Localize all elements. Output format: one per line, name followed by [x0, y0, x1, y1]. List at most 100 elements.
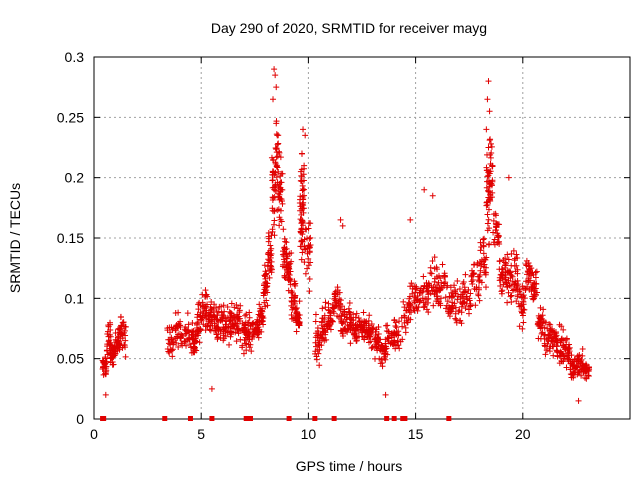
data-point	[537, 304, 544, 311]
data-point	[462, 305, 469, 312]
data-point	[512, 268, 519, 275]
data-point	[338, 303, 345, 310]
zero-data-marker	[101, 416, 107, 421]
zero-baseline-markers	[100, 416, 452, 421]
data-point	[118, 322, 125, 329]
data-point	[256, 301, 263, 308]
data-point	[361, 334, 368, 341]
data-point	[284, 253, 291, 260]
data-point	[275, 168, 282, 175]
data-point	[441, 270, 448, 277]
data-point	[242, 312, 249, 319]
data-point	[363, 327, 370, 334]
data-point	[267, 247, 274, 254]
data-point	[121, 342, 128, 349]
data-point	[100, 359, 107, 366]
data-point	[306, 235, 313, 242]
data-point	[350, 331, 357, 338]
data-point	[433, 264, 440, 271]
data-point	[117, 314, 124, 321]
data-point	[207, 304, 214, 311]
data-point	[195, 319, 202, 326]
data-point	[483, 199, 490, 206]
data-point	[465, 306, 472, 313]
data-point	[118, 330, 125, 337]
data-point	[261, 262, 268, 269]
data-point	[195, 306, 202, 313]
y-tick-label: 0.1	[65, 290, 85, 306]
data-point	[288, 289, 295, 296]
data-point	[204, 301, 211, 308]
data-point	[487, 192, 494, 199]
data-point	[182, 327, 189, 334]
data-point	[227, 317, 234, 324]
data-point	[413, 304, 420, 311]
data-point	[337, 216, 344, 223]
data-point	[402, 324, 409, 331]
data-point	[428, 270, 435, 277]
data-point	[566, 348, 573, 355]
data-point	[365, 317, 372, 324]
data-point	[456, 317, 463, 324]
data-point	[184, 310, 191, 317]
data-point	[345, 308, 352, 315]
data-point	[431, 275, 438, 282]
data-point	[356, 318, 363, 325]
data-point	[247, 341, 254, 348]
data-point	[538, 330, 545, 337]
data-point	[347, 323, 354, 330]
data-point	[278, 179, 285, 186]
data-point	[202, 287, 209, 294]
data-point	[373, 343, 380, 350]
data-point	[554, 338, 561, 345]
data-point	[583, 361, 590, 368]
chart-title: Day 290 of 2020, SRMTID for receiver may…	[211, 20, 487, 36]
data-point	[535, 312, 542, 319]
data-point	[273, 131, 280, 138]
data-point	[384, 334, 391, 341]
x-tick-label: 0	[90, 426, 98, 442]
data-point	[509, 273, 516, 280]
data-point	[272, 169, 279, 176]
data-point	[325, 300, 332, 307]
data-point	[568, 352, 575, 359]
data-point	[471, 261, 478, 268]
data-point	[421, 283, 428, 290]
data-point	[302, 246, 309, 253]
data-point	[270, 221, 277, 228]
data-point	[242, 340, 249, 347]
data-point	[186, 341, 193, 348]
data-point	[487, 140, 494, 147]
data-point	[377, 336, 384, 343]
data-point	[283, 239, 290, 246]
data-point	[297, 168, 304, 175]
data-point	[300, 177, 307, 184]
data-point	[579, 352, 586, 359]
data-point	[556, 352, 563, 359]
data-point	[406, 300, 413, 307]
data-point	[213, 323, 220, 330]
data-point	[435, 300, 442, 307]
data-point	[505, 256, 512, 263]
data-point	[266, 235, 273, 242]
data-point	[516, 286, 523, 293]
data-point	[102, 391, 109, 398]
data-point	[285, 265, 292, 272]
data-point	[106, 337, 113, 344]
data-point	[414, 292, 421, 299]
data-point	[451, 282, 458, 289]
data-point	[366, 312, 373, 319]
data-point	[513, 298, 520, 305]
data-point	[237, 302, 244, 309]
data-point	[397, 338, 404, 345]
data-point	[360, 309, 367, 316]
data-point	[166, 336, 173, 343]
data-point	[249, 325, 256, 332]
data-point	[240, 350, 247, 357]
data-point	[471, 285, 478, 292]
data-point	[199, 303, 206, 310]
data-point	[502, 274, 509, 281]
data-point	[342, 319, 349, 326]
data-point	[262, 273, 269, 280]
